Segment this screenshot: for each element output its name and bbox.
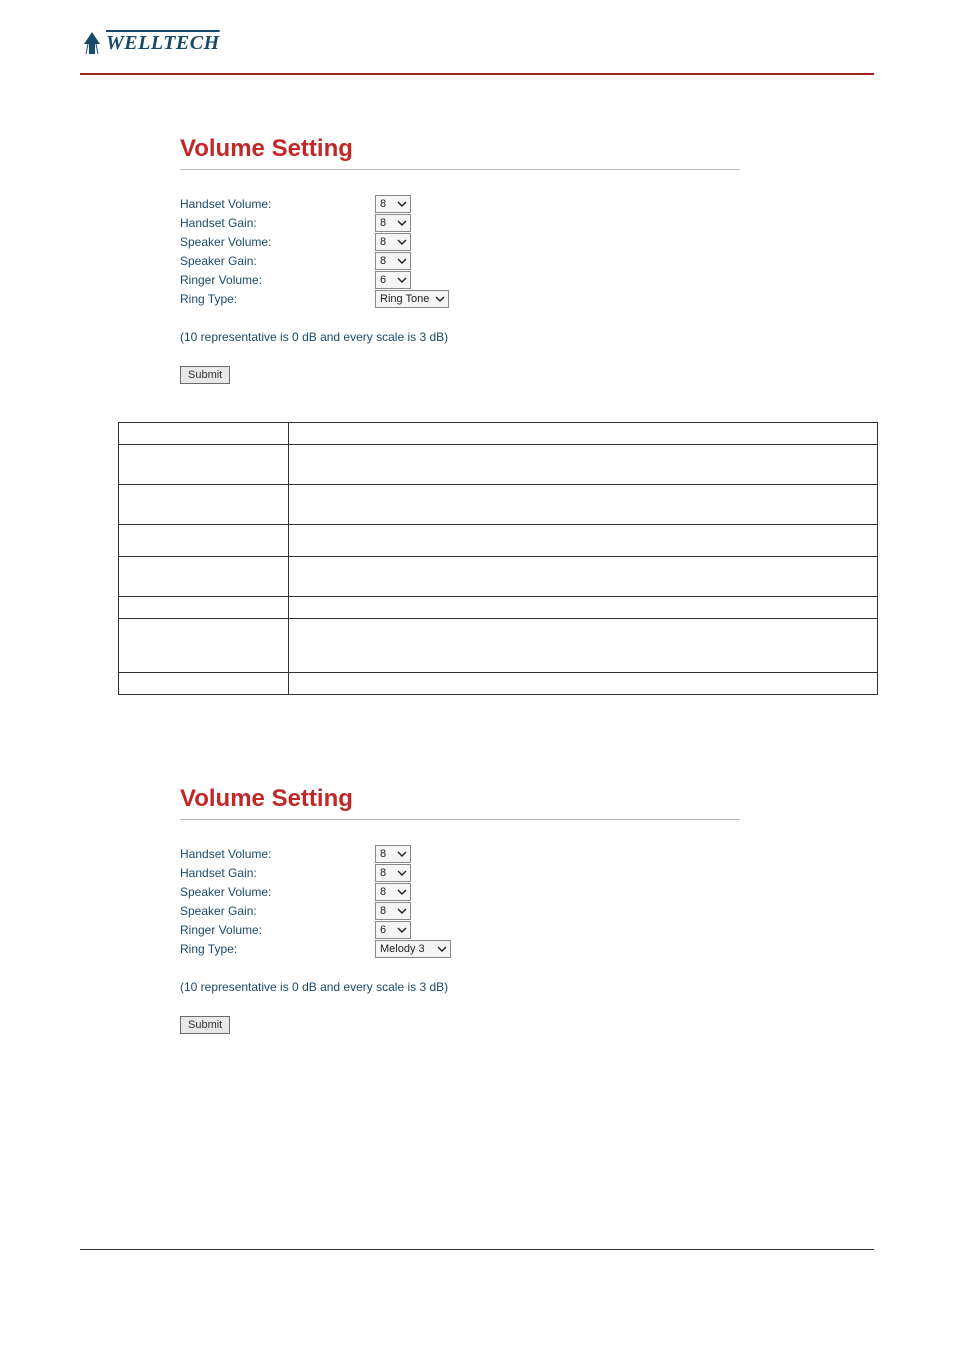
field-handset-gain: Handset Gain: 8 <box>180 213 740 232</box>
section-title: Volume Setting <box>180 75 740 170</box>
select-value: 8 <box>380 198 386 210</box>
chevron-down-icon <box>397 274 407 286</box>
table-cell <box>119 619 289 673</box>
table-cell <box>119 525 289 557</box>
field-speaker-volume: Speaker Volume: 8 <box>180 882 740 901</box>
field-speaker-gain: Speaker Gain: 8 <box>180 901 740 920</box>
select-ringer-volume[interactable]: 6 <box>375 271 411 289</box>
table-row <box>119 673 878 695</box>
footer-divider <box>80 1249 874 1250</box>
table-row <box>119 525 878 557</box>
field-ring-type: Ring Type: Melody 3 <box>180 939 740 958</box>
table-cell <box>288 557 877 597</box>
field-ringer-volume: Ringer Volume: 6 <box>180 920 740 939</box>
select-ring-type[interactable]: Melody 3 <box>375 940 451 958</box>
label-ringer-volume: Ringer Volume: <box>180 923 375 937</box>
chevron-down-icon <box>435 293 445 305</box>
arrow-up-icon <box>80 30 104 56</box>
label-handset-gain: Handset Gain: <box>180 866 375 880</box>
table-row <box>119 597 878 619</box>
table-cell <box>119 423 289 445</box>
select-value: 6 <box>380 924 386 936</box>
table-cell <box>288 597 877 619</box>
label-ringer-volume: Ringer Volume: <box>180 273 375 287</box>
chevron-down-icon <box>397 848 407 860</box>
brand-logo: WELLTECH <box>80 30 220 56</box>
table-row <box>119 423 878 445</box>
select-value: 8 <box>380 217 386 229</box>
select-value: Ring Tone <box>380 293 429 305</box>
select-speaker-gain[interactable]: 8 <box>375 902 411 920</box>
select-value: 8 <box>380 236 386 248</box>
field-handset-gain: Handset Gain: 8 <box>180 863 740 882</box>
chevron-down-icon <box>397 198 407 210</box>
field-speaker-volume: Speaker Volume: 8 <box>180 232 740 251</box>
label-ring-type: Ring Type: <box>180 942 375 956</box>
label-handset-volume: Handset Volume: <box>180 197 375 211</box>
table-cell <box>288 525 877 557</box>
select-value: 8 <box>380 848 386 860</box>
scale-note: (10 representative is 0 dB and every sca… <box>180 980 740 994</box>
table-cell <box>119 673 289 695</box>
table-cell <box>119 597 289 619</box>
section-title: Volume Setting <box>180 695 740 820</box>
chevron-down-icon <box>397 255 407 267</box>
field-handset-volume: Handset Volume: 8 <box>180 194 740 213</box>
select-value: 8 <box>380 905 386 917</box>
field-ring-type: Ring Type: Ring Tone <box>180 289 740 308</box>
chevron-down-icon <box>397 924 407 936</box>
volume-setting-section-2: Volume Setting Handset Volume: 8 Handset… <box>180 695 740 1034</box>
label-speaker-gain: Speaker Gain: <box>180 904 375 918</box>
label-speaker-volume: Speaker Volume: <box>180 235 375 249</box>
header-logo-row: WELLTECH <box>80 30 874 69</box>
chevron-down-icon <box>397 886 407 898</box>
select-handset-gain[interactable]: 8 <box>375 214 411 232</box>
chevron-down-icon <box>437 943 447 955</box>
table-row <box>119 619 878 673</box>
label-speaker-gain: Speaker Gain: <box>180 254 375 268</box>
label-ring-type: Ring Type: <box>180 292 375 306</box>
select-handset-volume[interactable]: 8 <box>375 195 411 213</box>
table-cell <box>288 485 877 525</box>
table-cell <box>288 423 877 445</box>
volume-setting-section-1: Volume Setting Handset Volume: 8 Handset… <box>180 75 740 384</box>
select-handset-volume[interactable]: 8 <box>375 845 411 863</box>
chevron-down-icon <box>397 217 407 229</box>
select-speaker-volume[interactable]: 8 <box>375 883 411 901</box>
field-ringer-volume: Ringer Volume: 6 <box>180 270 740 289</box>
select-value: 8 <box>380 867 386 879</box>
label-handset-gain: Handset Gain: <box>180 216 375 230</box>
label-speaker-volume: Speaker Volume: <box>180 885 375 899</box>
table-cell <box>288 673 877 695</box>
select-value: 8 <box>380 255 386 267</box>
table-cell <box>288 445 877 485</box>
select-value: Melody 3 <box>380 943 425 955</box>
description-table <box>118 422 878 695</box>
submit-button[interactable]: Submit <box>180 366 230 384</box>
submit-button[interactable]: Submit <box>180 1016 230 1034</box>
table-cell <box>119 485 289 525</box>
scale-note: (10 representative is 0 dB and every sca… <box>180 330 740 344</box>
table-cell <box>119 557 289 597</box>
select-value: 8 <box>380 886 386 898</box>
chevron-down-icon <box>397 905 407 917</box>
chevron-down-icon <box>397 236 407 248</box>
select-ring-type[interactable]: Ring Tone <box>375 290 449 308</box>
table-row <box>119 485 878 525</box>
label-handset-volume: Handset Volume: <box>180 847 375 861</box>
select-speaker-gain[interactable]: 8 <box>375 252 411 270</box>
table-row <box>119 445 878 485</box>
select-speaker-volume[interactable]: 8 <box>375 233 411 251</box>
select-handset-gain[interactable]: 8 <box>375 864 411 882</box>
chevron-down-icon <box>397 867 407 879</box>
select-value: 6 <box>380 274 386 286</box>
table-row <box>119 557 878 597</box>
select-ringer-volume[interactable]: 6 <box>375 921 411 939</box>
table-cell <box>288 619 877 673</box>
brand-text: WELLTECH <box>106 32 220 55</box>
table-cell <box>119 445 289 485</box>
field-handset-volume: Handset Volume: 8 <box>180 844 740 863</box>
field-speaker-gain: Speaker Gain: 8 <box>180 251 740 270</box>
